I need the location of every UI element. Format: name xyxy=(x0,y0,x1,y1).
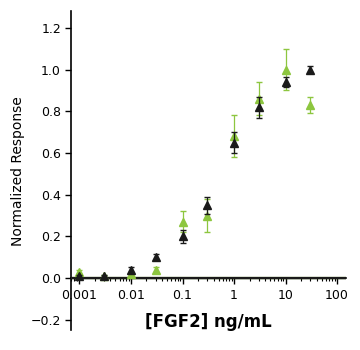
X-axis label: [FGF2] ng/mL: [FGF2] ng/mL xyxy=(145,313,272,331)
Y-axis label: Normalized Response: Normalized Response xyxy=(11,96,25,246)
